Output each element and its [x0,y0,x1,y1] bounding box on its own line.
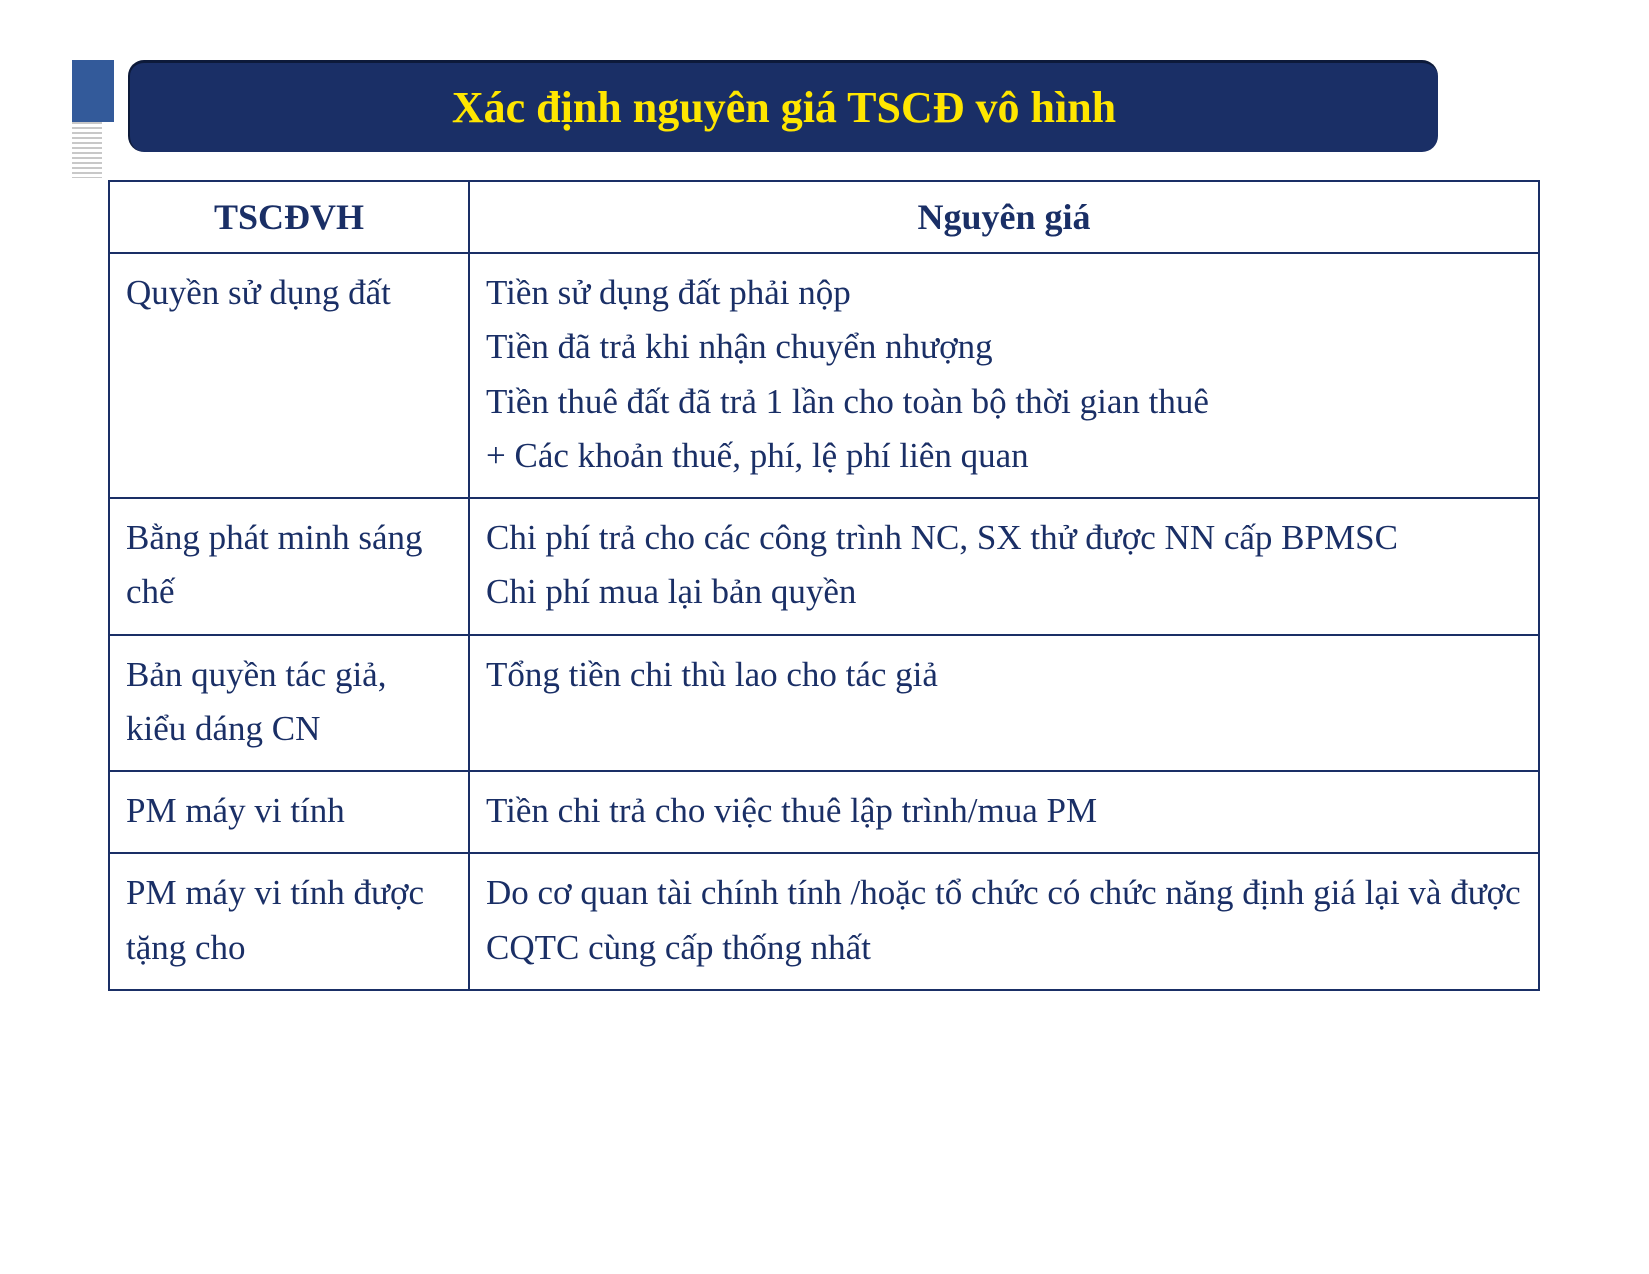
content-table: TSCĐVH Nguyên giá Quyền sử dụng đất Tiền… [108,180,1540,991]
table-row: Bản quyền tác giả, kiểu dáng CN Tổng tiề… [109,635,1539,772]
cell-right: Do cơ quan tài chính tính /hoặc tổ chức … [469,853,1539,990]
table-row: Quyền sử dụng đất Tiền sử dụng đất phải … [109,253,1539,498]
cell-left: Bản quyền tác giả, kiểu dáng CN [109,635,469,772]
cell-left: PM máy vi tính được tặng cho [109,853,469,990]
title-banner: Xác định nguyên giá TSCĐ vô hình [128,60,1438,152]
cell-line: Do cơ quan tài chính tính /hoặc tổ chức … [486,866,1522,975]
cell-line: Tiền sử dụng đất phải nộp [486,266,1522,320]
cell-right: Chi phí trả cho các công trình NC, SX th… [469,498,1539,635]
title-text: Xác định nguyên giá TSCĐ vô hình [452,82,1116,133]
slide: Xác định nguyên giá TSCĐ vô hình TSCĐVH … [0,0,1649,1274]
table-row: PM máy vi tính được tặng cho Do cơ quan … [109,853,1539,990]
table-row: PM máy vi tính Tiền chi trả cho việc thu… [109,771,1539,853]
cell-line: Tiền chi trả cho việc thuê lập trình/mua… [486,784,1522,838]
cell-line: Tiền đã trả khi nhận chuyển nhượng [486,320,1522,374]
cell-left: Quyền sử dụng đất [109,253,469,498]
table-header-right: Nguyên giá [469,181,1539,253]
table-header-left: TSCĐVH [109,181,469,253]
cell-line: Tổng tiền chi thù lao cho tác giả [486,648,1522,702]
side-hatch-decoration [72,122,102,178]
cell-left: PM máy vi tính [109,771,469,853]
cell-right: Tổng tiền chi thù lao cho tác giả [469,635,1539,772]
cell-line: + Các khoản thuế, phí, lệ phí liên quan [486,429,1522,483]
cell-line: Chi phí mua lại bản quyền [486,565,1522,619]
cell-right: Tiền chi trả cho việc thuê lập trình/mua… [469,771,1539,853]
cell-line: Chi phí trả cho các công trình NC, SX th… [486,511,1522,565]
cell-line: Tiền thuê đất đã trả 1 lần cho toàn bộ t… [486,375,1522,429]
table-row: Bằng phát minh sáng chế Chi phí trả cho … [109,498,1539,635]
table-header-row: TSCĐVH Nguyên giá [109,181,1539,253]
side-accent-block [72,60,114,122]
cell-left: Bằng phát minh sáng chế [109,498,469,635]
cell-right: Tiền sử dụng đất phải nộp Tiền đã trả kh… [469,253,1539,498]
